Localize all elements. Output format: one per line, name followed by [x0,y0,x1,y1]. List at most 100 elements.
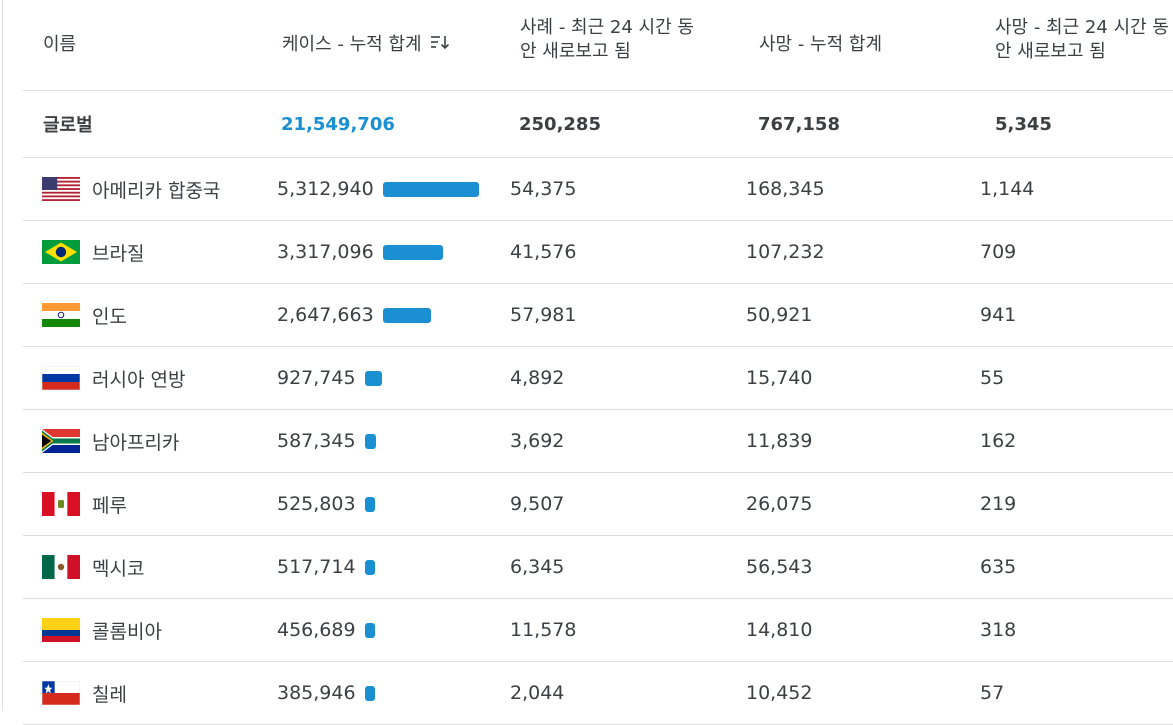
cases-new-value: 41,576 [510,241,577,263]
cases-bar [382,181,479,197]
column-header-cases-total-label: 케이스 - 누적 합계 [282,34,422,55]
column-header-deaths-new[interactable]: 사망 - 최근 24 시간 동안 새로보고 됨 [995,0,1173,90]
cases-total-cell: 927,745 [277,347,382,409]
country-cell[interactable]: 페루 [42,473,127,535]
table-row[interactable]: 멕시코 517,714 6,345 56,543 635 [23,536,1173,599]
country-name: 러시아 연방 [92,368,186,391]
column-header-cases-total[interactable]: 케이스 - 누적 합계 [282,0,450,90]
country-name: 브라질 [92,242,145,265]
column-header-deaths-new-label: 사망 - 최근 24 시간 동안 새로보고 됨 [995,17,1169,62]
cases-total-cell: 2,647,663 [277,284,431,346]
table-row[interactable]: 칠레 385,946 2,044 10,452 57 [23,662,1173,725]
table-row[interactable]: 러시아 연방 927,745 4,892 15,740 55 [23,347,1173,410]
cases-total-cell: 456,689 [277,599,375,661]
country-cell[interactable]: 멕시코 [42,536,144,598]
global-summary-row: 글로벌 21,549,706 250,285 767,158 5,345 [23,91,1173,158]
deaths-total-value: 168,345 [746,178,825,200]
country-name: 콜롬비아 [92,620,162,643]
country-cell[interactable]: 브라질 [42,221,144,283]
cases-bar [364,685,375,701]
flag-colombia-icon [42,618,80,642]
cases-new-value: 2,044 [510,682,565,704]
cases-new-value: 3,692 [510,430,565,452]
table-row[interactable]: 페루 525,803 9,507 26,075 219 [23,473,1173,536]
cases-total-value: 456,689 [277,619,356,641]
cases-bar [364,622,375,638]
cases-bar [382,307,431,323]
country-cell[interactable]: 아메리카 합중국 [42,158,220,220]
country-name: 인도 [92,305,127,328]
cases-bar [382,244,443,260]
column-header-deaths-total[interactable]: 사망 - 누적 합계 [759,0,882,90]
country-rows: 아메리카 합중국 5,312,940 54,375 168,345 1,144 … [23,158,1173,725]
cases-total-cell: 525,803 [277,473,375,535]
cases-new-value: 6,345 [510,556,565,578]
deaths-new-value: 318 [980,619,1017,641]
deaths-total-value: 10,452 [746,682,813,704]
flag-peru-icon [42,492,80,516]
country-name: 남아프리카 [92,431,180,454]
table-row[interactable]: 아메리카 합중국 5,312,940 54,375 168,345 1,144 [23,158,1173,221]
cases-total-value: 525,803 [277,493,356,515]
cases-bar [364,496,375,512]
cases-total-value: 3,317,096 [277,241,374,263]
cases-total-cell: 587,345 [277,410,376,472]
table-row[interactable]: 브라질 3,317,096 41,576 107,232 709 [23,221,1173,284]
flag-russia-icon [41,365,81,391]
column-header-deaths-total-label: 사망 - 누적 합계 [759,34,883,55]
flag-chile-icon [41,680,81,706]
deaths-total-value: 11,839 [746,430,813,452]
flag-india-icon [42,303,80,327]
cases-total-value: 927,745 [277,367,356,389]
deaths-total-value: 26,075 [746,493,813,515]
country-cell[interactable]: 인도 [42,284,127,346]
cases-total-cell: 517,714 [277,536,375,598]
table-row[interactable]: 콜롬비아 456,689 11,578 14,810 318 [23,599,1173,662]
cases-new-value: 57,981 [510,304,577,326]
column-header-cases-new-label: 사례 - 최근 24 시간 동안 새로보고 됨 [520,17,694,62]
global-cases-total: 21,549,706 [281,113,395,135]
deaths-new-value: 1,144 [980,178,1035,200]
deaths-total-value: 15,740 [746,367,813,389]
flag-brazil-icon [42,240,80,264]
country-name: 페루 [92,494,127,517]
deaths-new-value: 55 [980,367,1005,389]
cases-total-value: 5,312,940 [277,178,374,200]
flag-united-states-icon [42,177,80,201]
country-cell[interactable]: 남아프리카 [42,410,179,472]
cases-total-cell: 385,946 [277,662,375,724]
global-deaths-total: 767,158 [758,113,840,135]
deaths-new-value: 219 [980,493,1017,515]
cases-total-value: 587,345 [277,430,356,452]
deaths-new-value: 941 [980,304,1017,326]
cases-bar [364,433,376,449]
deaths-total-value: 107,232 [746,241,825,263]
column-header-name-label: 이름 [43,34,77,55]
country-name: 멕시코 [92,557,145,580]
page-left-border [2,0,3,710]
country-cell[interactable]: 칠레 [41,662,127,724]
column-header-cases-new[interactable]: 사례 - 최근 24 시간 동안 새로보고 됨 [520,0,710,90]
cases-total-value: 385,946 [277,682,356,704]
global-deaths-new: 5,345 [995,113,1052,135]
sort-descending-icon[interactable] [430,33,450,57]
table-header-row: 이름 케이스 - 누적 합계 사례 - 최근 24 시간 동안 새로보고 됨 사… [23,0,1173,91]
deaths-total-value: 56,543 [746,556,813,578]
deaths-new-value: 57 [980,682,1005,704]
country-cell[interactable]: 러시아 연방 [41,347,186,409]
cases-total-value: 517,714 [277,556,356,578]
global-cases-new: 250,285 [519,113,601,135]
cases-bar [364,370,382,386]
flag-mexico-icon [42,555,80,579]
table-row[interactable]: 인도 2,647,663 57,981 50,921 941 [23,284,1173,347]
country-cell[interactable]: 콜롬비아 [42,599,162,661]
cases-new-value: 11,578 [510,619,577,641]
cases-bar [364,559,375,575]
country-name: 칠레 [92,683,127,706]
deaths-new-value: 162 [980,430,1017,452]
table-row[interactable]: 남아프리카 587,345 3,692 11,839 162 [23,410,1173,473]
global-name: 글로벌 [43,115,93,136]
column-header-name[interactable]: 이름 [43,0,76,90]
deaths-new-value: 635 [980,556,1017,578]
deaths-total-value: 50,921 [746,304,813,326]
